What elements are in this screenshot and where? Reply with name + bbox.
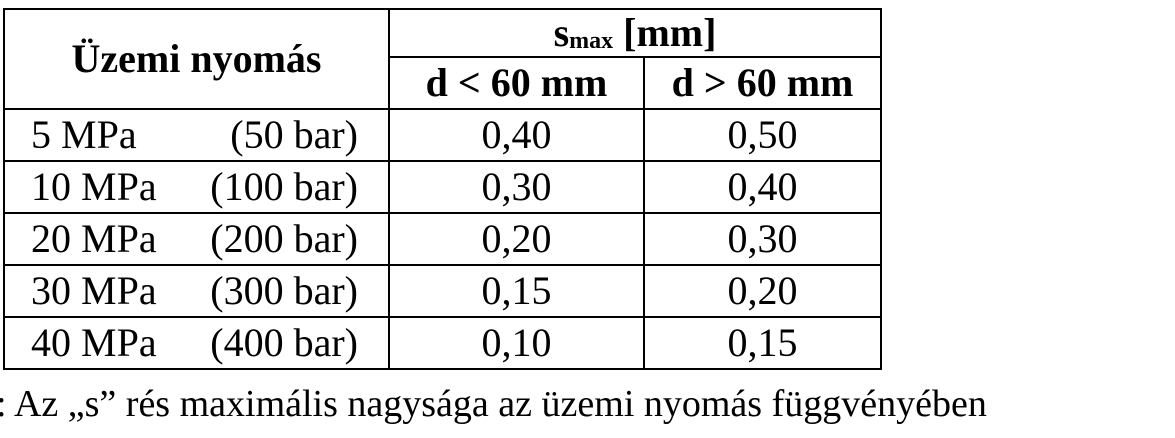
value-cell: 0,30: [388, 160, 645, 214]
pressure-bar: (400 bar): [210, 320, 358, 365]
header-cell: Üzemi nyomás: [3, 8, 390, 110]
table-row: 10 MPa (100 bar) 0,30 0,40: [3, 160, 882, 214]
table-row: 5 MPa (50 bar) 0,40 0,50: [3, 108, 882, 162]
header-cell: smax [mm]: [388, 8, 882, 58]
pressure: 40 MPa (400 bar): [5, 323, 388, 363]
subscript: max: [569, 28, 614, 54]
pressure-mpa: 10 MPa: [31, 164, 157, 209]
pressure: 5 MPa (50 bar): [5, 115, 388, 155]
pressure-cell: 10 MPa (100 bar): [3, 160, 390, 214]
value-cell: 0,40: [388, 108, 645, 162]
value-cell: 0,15: [388, 264, 645, 318]
header-cell: d < 60 mm: [388, 56, 645, 110]
value-cell: 0,30: [643, 212, 882, 266]
value-cell: 0,40: [643, 160, 882, 214]
table: Üzemi nyomás smax [mm] d < 60 mm d > 60 …: [3, 8, 882, 370]
pressure-mpa: 40 MPa: [31, 320, 157, 365]
caption: : Az „s” rés maximális nagysága az üzemi…: [0, 383, 987, 425]
pressure-bar: (100 bar): [210, 164, 358, 209]
pressure-mpa: 30 MPa: [31, 268, 157, 313]
value-cell: 0,10: [388, 316, 645, 370]
pressure: 30 MPa (300 bar): [5, 271, 388, 311]
pressure-cell: 20 MPa (200 bar): [3, 212, 390, 266]
pressure-mpa: 20 MPa: [31, 216, 157, 261]
value-cell: 0,20: [643, 264, 882, 318]
pressure-cell: 30 MPa (300 bar): [3, 264, 390, 318]
pressure-bar: (50 bar): [230, 112, 358, 157]
pressure: 10 MPa (100 bar): [5, 167, 388, 207]
value-cell: 0,20: [388, 212, 645, 266]
table-row: 40 MPa (400 bar) 0,10 0,15: [3, 316, 882, 370]
table-row: 20 MPa (200 bar) 0,20 0,30: [3, 212, 882, 266]
symbol: s: [553, 10, 570, 55]
table-row: 30 MPa (300 bar) 0,15 0,20: [3, 264, 882, 318]
header-cell: d > 60 mm: [643, 56, 882, 110]
pressure-bar: (200 bar): [210, 216, 358, 261]
pressure-bar: (300 bar): [210, 268, 358, 313]
pressure: 20 MPa (200 bar): [5, 219, 388, 259]
value-cell: 0,50: [643, 108, 882, 162]
pressure-cell: 5 MPa (50 bar): [3, 108, 390, 162]
value-cell: 0,15: [643, 316, 882, 370]
pressure-cell: 40 MPa (400 bar): [3, 316, 390, 370]
unit: [mm]: [623, 10, 717, 55]
pressure-mpa: 5 MPa: [31, 112, 137, 157]
